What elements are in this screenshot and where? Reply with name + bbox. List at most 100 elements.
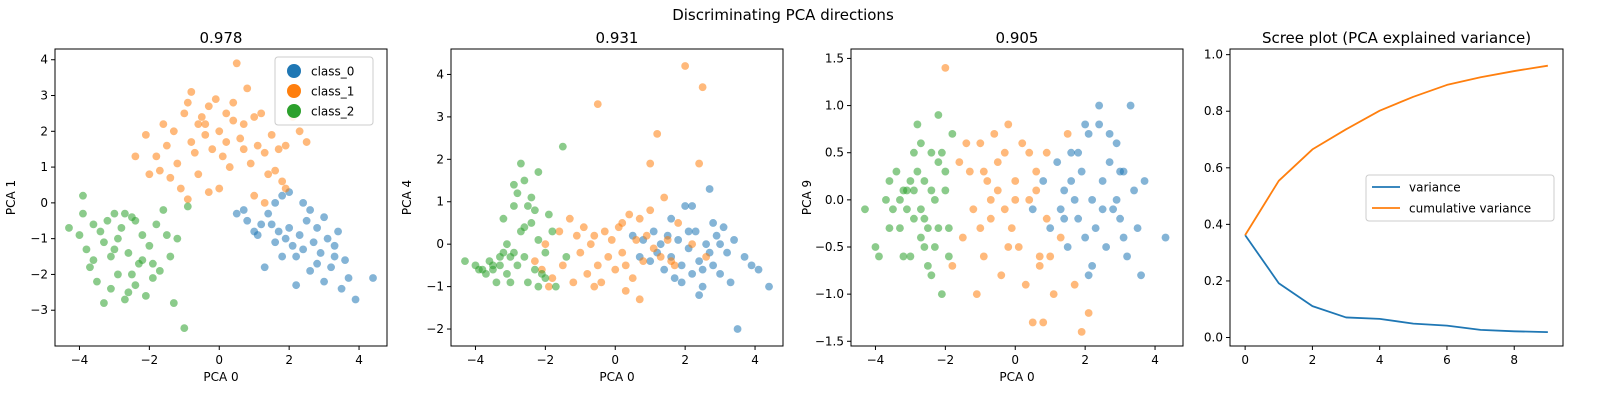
scatter-point-class_0 bbox=[726, 278, 735, 287]
scatter-point-class_0 bbox=[1063, 243, 1072, 251]
scatter-point-class_1 bbox=[166, 173, 175, 182]
scatter-point-class_0 bbox=[1088, 261, 1097, 270]
scatter-point-class_1 bbox=[621, 261, 630, 270]
scatter-point-class_0 bbox=[1133, 224, 1142, 233]
scatter-point-class_1 bbox=[1004, 120, 1013, 129]
scatter-point-class_2 bbox=[896, 195, 904, 204]
scatter-point-class_0 bbox=[257, 220, 266, 229]
scatter-point-class_0 bbox=[677, 261, 686, 270]
scatter-point-class_0 bbox=[344, 274, 353, 282]
series-line-1 bbox=[1244, 64, 1549, 236]
scatter-point-class_0 bbox=[1102, 243, 1111, 251]
y-axis-label: PCA 4 bbox=[400, 180, 414, 215]
scatter-point-class_1 bbox=[972, 290, 981, 299]
scatter-point-class_2 bbox=[937, 148, 946, 157]
scatter-point-class_0 bbox=[656, 240, 665, 249]
scatter-point-class_2 bbox=[496, 253, 504, 261]
scatter-point-class_2 bbox=[534, 282, 543, 291]
scatter-point-class_2 bbox=[510, 248, 518, 257]
scatter-point-class_2 bbox=[923, 261, 932, 270]
scatter-point-class_0 bbox=[1137, 271, 1145, 280]
scatter-point-class_0 bbox=[660, 265, 669, 274]
y-tick-label: 2 bbox=[40, 124, 48, 138]
scatter-point-class_1 bbox=[1042, 148, 1051, 157]
scatter-point-class_0 bbox=[691, 227, 700, 236]
scatter-point-class_2 bbox=[916, 205, 925, 214]
panel-title: Scree plot (PCA explained variance) bbox=[1262, 29, 1531, 47]
scatter-point-class_1 bbox=[173, 159, 182, 168]
y-tick-label: 3 bbox=[436, 110, 444, 124]
scatter-point-class_2 bbox=[96, 227, 105, 236]
panel-title: 0.978 bbox=[200, 29, 243, 47]
scatter-point-class_1 bbox=[225, 163, 234, 171]
scatter-point-class_0 bbox=[1088, 195, 1097, 204]
scatter-point-class_1 bbox=[611, 265, 620, 274]
scatter-point-class_1 bbox=[632, 236, 641, 244]
x-tick-label: 2 bbox=[681, 353, 689, 367]
scatter-point-class_1 bbox=[215, 184, 224, 193]
y-tick-label: 0 bbox=[40, 196, 48, 210]
scatter-point-class_2 bbox=[148, 259, 157, 268]
scatter-point-class_1 bbox=[159, 120, 168, 129]
scatter-point-class_2 bbox=[548, 227, 557, 236]
scatter-point-class_1 bbox=[194, 170, 203, 179]
scatter-point-class_2 bbox=[934, 224, 943, 233]
legend-label-class_1: class_1 bbox=[311, 85, 354, 99]
scatter-point-class_0 bbox=[1161, 233, 1170, 242]
scatter-point-class_2 bbox=[120, 209, 129, 218]
y-tick-label: 0.2 bbox=[1204, 274, 1223, 288]
scatter-point-class_1 bbox=[639, 257, 648, 266]
legend-label-1: cumulative variance bbox=[1409, 202, 1531, 216]
scatter-point-class_2 bbox=[152, 220, 161, 229]
x-tick-label: 4 bbox=[1151, 353, 1159, 367]
scatter-point-class_2 bbox=[510, 202, 518, 210]
scatter-point-class_2 bbox=[944, 252, 953, 261]
legend-marker-class_2 bbox=[287, 104, 301, 118]
x-tick-label: 0 bbox=[1241, 353, 1249, 367]
scatter-point-class_0 bbox=[1067, 148, 1076, 157]
scatter-point-class_1 bbox=[201, 130, 210, 139]
scatter-point-class_0 bbox=[709, 219, 718, 227]
scatter-point-class_1 bbox=[152, 152, 161, 161]
scatter-point-class_1 bbox=[565, 214, 574, 223]
scatter-point-class_1 bbox=[250, 113, 259, 121]
scatter-point-class_1 bbox=[1056, 233, 1065, 242]
scatter-point-class_0 bbox=[292, 252, 301, 261]
scatter-point-class_0 bbox=[1060, 214, 1069, 223]
x-tick-label: 0 bbox=[611, 353, 619, 367]
scatter-point-class_0 bbox=[274, 227, 283, 236]
scatter-point-class_1 bbox=[990, 129, 999, 138]
scatter-point-class_1 bbox=[1025, 148, 1034, 157]
scatter-point-class_1 bbox=[295, 127, 304, 136]
legend-marker-class_1 bbox=[287, 84, 301, 98]
scatter-point-class_1 bbox=[670, 261, 679, 270]
scatter-point-class_0 bbox=[1039, 177, 1048, 185]
x-tick-label: 8 bbox=[1510, 353, 1518, 367]
scatter-point-class_1 bbox=[979, 252, 988, 261]
scatter-point-class_0 bbox=[1109, 205, 1118, 214]
y-tick-label: 3 bbox=[40, 89, 48, 103]
scatter-point-class_1 bbox=[208, 145, 217, 154]
scatter-point-class_1 bbox=[190, 148, 199, 157]
y-tick-label: −2 bbox=[30, 267, 48, 281]
scatter-point-class_0 bbox=[1095, 101, 1104, 110]
scatter-point-class_2 bbox=[899, 252, 908, 261]
scatter-point-class_1 bbox=[702, 253, 711, 261]
scatter-point-class_0 bbox=[698, 282, 707, 291]
scatter-point-class_0 bbox=[670, 274, 679, 283]
x-tick-label: −2 bbox=[537, 353, 555, 367]
scatter-point-class_2 bbox=[492, 278, 501, 287]
scatter-point-class_0 bbox=[316, 249, 325, 257]
scatter-point-class_2 bbox=[173, 234, 182, 243]
scatter-point-class_1 bbox=[941, 63, 950, 72]
scatter-point-class_0 bbox=[264, 209, 273, 218]
scatter-point-class_2 bbox=[110, 209, 119, 218]
scatter-point-class_0 bbox=[320, 277, 328, 286]
scatter-point-class_2 bbox=[124, 249, 133, 257]
scatter-point-class_2 bbox=[131, 216, 140, 225]
scatter-point-class_0 bbox=[313, 224, 322, 232]
scatter-point-class_2 bbox=[527, 193, 536, 202]
scatter-point-class_1 bbox=[628, 274, 637, 283]
scatter-point-class_0 bbox=[1081, 233, 1090, 242]
y-tick-label: 0 bbox=[436, 237, 444, 251]
